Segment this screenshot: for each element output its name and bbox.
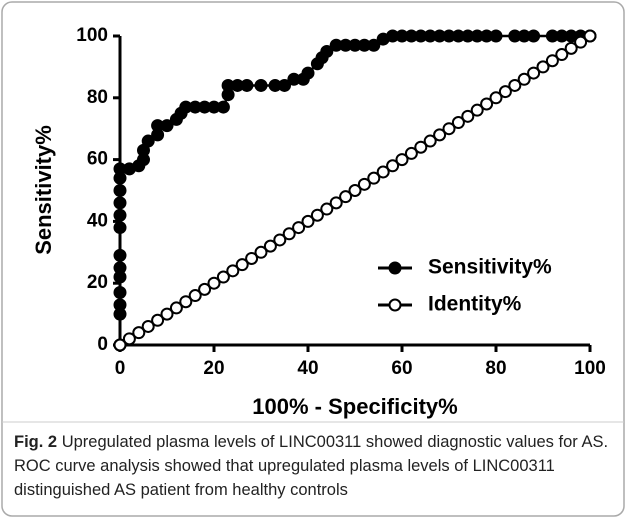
data-point (301, 66, 315, 80)
data-point (574, 35, 588, 49)
x-tick-label: 80 (485, 358, 506, 379)
x-tick-label: 20 (203, 358, 224, 379)
data-point (254, 245, 268, 259)
data-point (113, 338, 127, 352)
data-point (198, 282, 212, 296)
data-point (545, 54, 559, 68)
legend-marker (388, 298, 402, 312)
y-tick-label: 0 (97, 334, 108, 355)
data-point (555, 48, 569, 62)
data-point (357, 177, 371, 191)
data-point (113, 248, 127, 262)
data-point (367, 171, 381, 185)
data-point (339, 190, 353, 204)
x-tick-label: 100 (574, 358, 606, 379)
y-tick-label: 80 (87, 87, 108, 108)
caption: Fig. 2 Upregulated plasma levels of LINC… (14, 430, 614, 502)
legend-label: Identity% (428, 293, 522, 316)
data-point (423, 134, 437, 148)
data-point (132, 326, 146, 340)
data-point (188, 289, 202, 303)
data-point (282, 227, 296, 241)
data-point (240, 78, 254, 92)
data-point (498, 85, 512, 99)
data-point (113, 196, 127, 210)
legend-label: Sensitivity% (428, 256, 552, 279)
data-point (273, 233, 287, 247)
data-point (564, 41, 578, 55)
y-axis-label: Sensitivity% (31, 125, 56, 255)
y-tick-label: 40 (87, 210, 108, 231)
data-point (113, 298, 127, 312)
data-point (245, 251, 259, 265)
x-tick-label: 60 (391, 358, 412, 379)
data-point (489, 29, 503, 43)
data-point (141, 134, 155, 148)
data-point (226, 264, 240, 278)
data-point (583, 29, 597, 43)
data-point (386, 159, 400, 173)
data-point (395, 153, 409, 167)
data-point (310, 208, 324, 222)
data-point (404, 146, 418, 160)
data-point (113, 261, 127, 275)
data-point (367, 38, 381, 52)
data-point (151, 313, 165, 327)
data-point (292, 221, 306, 235)
data-point (480, 97, 494, 111)
data-point (536, 60, 550, 74)
data-point (320, 44, 334, 58)
x-tick-label: 40 (297, 358, 318, 379)
data-point (216, 100, 230, 114)
caption-text: Upregulated plasma levels of LINC00311 s… (14, 433, 609, 499)
data-point (113, 208, 127, 222)
data-point (179, 295, 193, 309)
data-point (207, 276, 221, 290)
y-tick-label: 100 (76, 25, 108, 46)
data-point (254, 78, 268, 92)
x-tick-label: 0 (115, 358, 126, 379)
x-axis-label: 100% - Specificity% (252, 394, 457, 419)
data-point (320, 202, 334, 216)
data-point (263, 239, 277, 253)
data-point (329, 196, 343, 210)
data-point (470, 103, 484, 117)
data-point (489, 91, 503, 105)
data-point (278, 78, 291, 92)
data-point (348, 184, 362, 197)
data-point (113, 221, 127, 235)
y-tick-label: 20 (87, 272, 108, 293)
caption-label: Fig. 2 (14, 433, 58, 451)
data-point (508, 78, 522, 92)
data-point (527, 66, 541, 80)
data-point (301, 214, 315, 228)
data-point (414, 140, 428, 154)
y-tick-label: 60 (87, 149, 108, 170)
data-point (160, 119, 174, 133)
data-point (169, 301, 183, 315)
data-point (113, 184, 127, 197)
data-point (433, 128, 447, 142)
data-point (517, 72, 531, 86)
data-point (160, 307, 174, 321)
legend-marker (388, 261, 402, 275)
data-point (461, 109, 475, 123)
data-point (235, 258, 249, 272)
data-point (442, 122, 456, 136)
data-point (216, 270, 230, 284)
data-point (113, 285, 127, 299)
data-point (527, 29, 541, 43)
data-point (451, 116, 465, 130)
data-point (122, 332, 136, 346)
data-point (141, 319, 155, 333)
data-point (376, 165, 390, 179)
